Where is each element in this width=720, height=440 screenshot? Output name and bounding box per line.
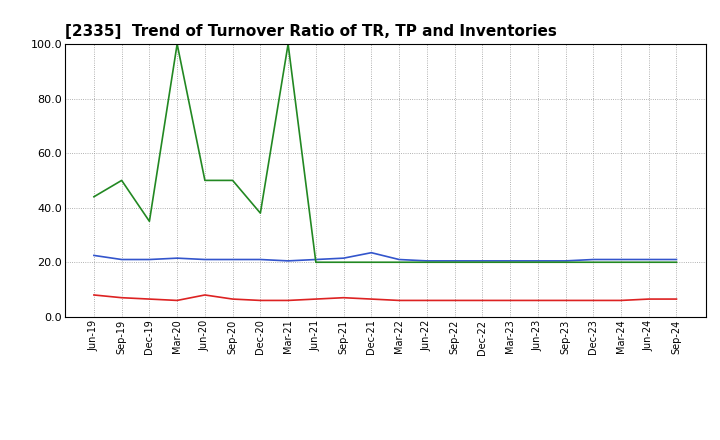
- Trade Receivables: [117, 295, 126, 301]
- Inventories: [117, 178, 126, 183]
- Trade Payables: [423, 258, 431, 264]
- Trade Receivables: [228, 297, 237, 302]
- Trade Receivables: [561, 298, 570, 303]
- Inventories: [423, 260, 431, 265]
- Inventories: [173, 41, 181, 47]
- Inventories: [284, 41, 292, 47]
- Trade Payables: [367, 250, 376, 255]
- Inventories: [672, 260, 681, 265]
- Text: [2335]  Trend of Turnover Ratio of TR, TP and Inventories: [2335] Trend of Turnover Ratio of TR, TP…: [65, 24, 557, 39]
- Trade Payables: [339, 256, 348, 261]
- Trade Receivables: [423, 298, 431, 303]
- Trade Receivables: [478, 298, 487, 303]
- Trade Payables: [201, 257, 210, 262]
- Inventories: [534, 260, 542, 265]
- Trade Receivables: [589, 298, 598, 303]
- Line: Trade Receivables: Trade Receivables: [94, 295, 677, 301]
- Line: Inventories: Inventories: [94, 44, 677, 262]
- Trade Payables: [395, 257, 403, 262]
- Inventories: [450, 260, 459, 265]
- Inventories: [228, 178, 237, 183]
- Inventories: [395, 260, 403, 265]
- Trade Receivables: [644, 297, 653, 302]
- Trade Receivables: [173, 298, 181, 303]
- Inventories: [561, 260, 570, 265]
- Trade Payables: [256, 257, 265, 262]
- Trade Payables: [228, 257, 237, 262]
- Trade Receivables: [284, 298, 292, 303]
- Trade Receivables: [505, 298, 514, 303]
- Trade Receivables: [89, 292, 98, 297]
- Inventories: [89, 194, 98, 199]
- Inventories: [201, 178, 210, 183]
- Inventories: [339, 260, 348, 265]
- Inventories: [589, 260, 598, 265]
- Trade Payables: [89, 253, 98, 258]
- Trade Payables: [117, 257, 126, 262]
- Inventories: [478, 260, 487, 265]
- Trade Receivables: [201, 292, 210, 297]
- Trade Payables: [672, 257, 681, 262]
- Inventories: [505, 260, 514, 265]
- Inventories: [616, 260, 625, 265]
- Trade Payables: [312, 257, 320, 262]
- Trade Receivables: [339, 295, 348, 301]
- Trade Receivables: [450, 298, 459, 303]
- Trade Receivables: [672, 297, 681, 302]
- Inventories: [312, 260, 320, 265]
- Trade Receivables: [256, 298, 265, 303]
- Trade Payables: [173, 256, 181, 261]
- Inventories: [256, 210, 265, 216]
- Trade Receivables: [534, 298, 542, 303]
- Trade Payables: [644, 257, 653, 262]
- Trade Receivables: [395, 298, 403, 303]
- Trade Receivables: [367, 297, 376, 302]
- Inventories: [644, 260, 653, 265]
- Trade Payables: [505, 258, 514, 264]
- Trade Receivables: [616, 298, 625, 303]
- Trade Payables: [478, 258, 487, 264]
- Trade Payables: [145, 257, 154, 262]
- Trade Payables: [450, 258, 459, 264]
- Trade Payables: [589, 257, 598, 262]
- Trade Receivables: [145, 297, 154, 302]
- Inventories: [145, 219, 154, 224]
- Trade Receivables: [312, 297, 320, 302]
- Line: Trade Payables: Trade Payables: [94, 253, 677, 261]
- Trade Payables: [616, 257, 625, 262]
- Trade Payables: [284, 258, 292, 264]
- Inventories: [367, 260, 376, 265]
- Trade Payables: [534, 258, 542, 264]
- Trade Payables: [561, 258, 570, 264]
